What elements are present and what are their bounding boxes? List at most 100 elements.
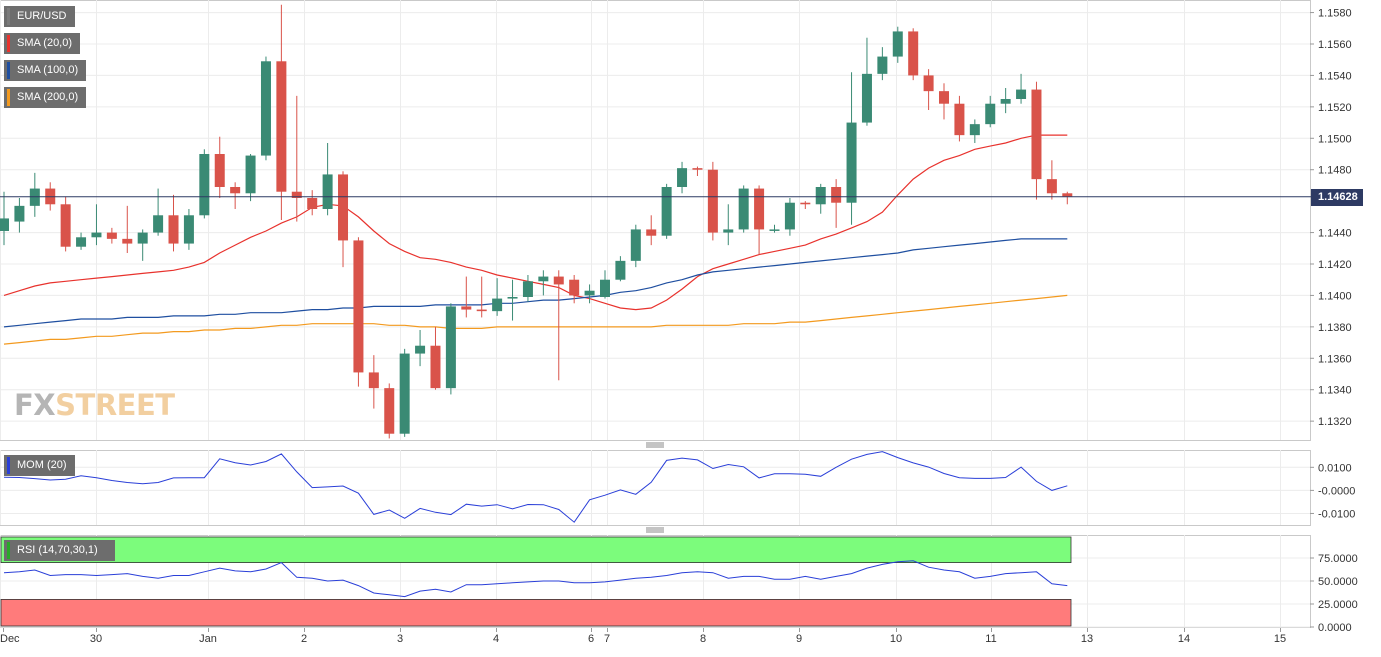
candle-body[interactable]: [260, 61, 271, 156]
candle-body[interactable]: [476, 309, 487, 312]
symbol-swatch: [7, 8, 10, 25]
candle-body[interactable]: [230, 187, 241, 194]
candle-body[interactable]: [923, 75, 934, 92]
candle-body[interactable]: [985, 103, 996, 125]
candle-body[interactable]: [908, 31, 919, 76]
sma200-tag[interactable]: SMA (200,0): [4, 87, 87, 108]
candle-body[interactable]: [615, 260, 626, 280]
candle-body[interactable]: [1062, 193, 1073, 197]
y-tick-label: 1.1320: [1318, 416, 1352, 428]
y-tick-label: 1.1560: [1318, 39, 1352, 51]
price-panel[interactable]: [0, 0, 1311, 441]
rsi-tag[interactable]: RSI (14,70,30,1): [4, 540, 115, 561]
sma100-tag[interactable]: SMA (100,0): [4, 60, 87, 81]
candle-body[interactable]: [939, 91, 950, 104]
candle-body[interactable]: [522, 281, 533, 297]
candle-body[interactable]: [353, 240, 364, 373]
candle-body[interactable]: [599, 279, 610, 297]
candle-body[interactable]: [338, 174, 349, 241]
candle-body[interactable]: [892, 31, 903, 57]
mom-label: MOM (20): [17, 459, 67, 471]
symbol-tag[interactable]: EUR/USD: [4, 6, 75, 27]
candle-body[interactable]: [831, 187, 842, 203]
candle-body[interactable]: [646, 229, 657, 236]
candle-body[interactable]: [738, 188, 749, 230]
candle-body[interactable]: [954, 103, 965, 136]
candle-body[interactable]: [815, 187, 826, 205]
candle-body[interactable]: [106, 232, 117, 239]
candle-body[interactable]: [153, 215, 164, 233]
sma100-swatch: [7, 62, 10, 79]
x-tick-label: 3: [397, 633, 403, 645]
candle-body[interactable]: [399, 353, 410, 434]
candle-body[interactable]: [60, 204, 71, 247]
candle-body[interactable]: [322, 174, 333, 209]
mom-tick-label: 0.0100: [1318, 462, 1352, 474]
candle-body[interactable]: [445, 306, 456, 389]
candle-body[interactable]: [507, 297, 518, 299]
mom-panel[interactable]: [0, 450, 1311, 526]
candle-body[interactable]: [91, 232, 102, 238]
candle-body[interactable]: [754, 188, 765, 230]
candle-body[interactable]: [584, 290, 595, 296]
rsi-oversold-zone: [0, 599, 1072, 627]
candle-body[interactable]: [430, 345, 441, 389]
candle-body[interactable]: [368, 372, 379, 389]
candle-body[interactable]: [861, 73, 872, 123]
candle-body[interactable]: [723, 229, 734, 233]
rsi-label: RSI (14,70,30,1): [17, 544, 98, 556]
y-tick-label: 1.1400: [1318, 290, 1352, 302]
candle-body[interactable]: [76, 237, 87, 247]
candle-body[interactable]: [677, 168, 688, 187]
x-tick-label: Jan: [199, 633, 217, 645]
candle-body[interactable]: [291, 191, 302, 198]
candle-body[interactable]: [877, 56, 888, 74]
candle-body[interactable]: [183, 215, 194, 244]
candle-body[interactable]: [415, 345, 426, 354]
candle-body[interactable]: [122, 238, 133, 244]
candle-body[interactable]: [1016, 89, 1027, 99]
candle-body[interactable]: [969, 124, 980, 136]
candle-body[interactable]: [1031, 89, 1042, 180]
candle-body[interactable]: [384, 388, 395, 434]
sma20-tag[interactable]: SMA (20,0): [4, 33, 81, 54]
rsi-tick-label: 75.0000: [1318, 553, 1358, 565]
sma200-swatch: [7, 89, 10, 106]
candle-body[interactable]: [14, 205, 25, 222]
candle-body[interactable]: [707, 169, 718, 233]
candle-body[interactable]: [784, 202, 795, 230]
mom-tag[interactable]: MOM (20): [4, 455, 75, 476]
candle-body[interactable]: [461, 306, 472, 310]
y-tick-label: 1.1420: [1318, 259, 1352, 271]
sma20-swatch: [7, 35, 10, 52]
mom-tick-label: -0.0100: [1318, 508, 1355, 520]
candle-body[interactable]: [630, 229, 641, 261]
candle-body[interactable]: [168, 215, 179, 244]
candle-body[interactable]: [0, 218, 9, 231]
candle-body[interactable]: [569, 279, 580, 296]
candle-body[interactable]: [245, 155, 256, 194]
candle-body[interactable]: [276, 61, 287, 192]
candle-body[interactable]: [199, 154, 210, 216]
candle-body[interactable]: [307, 198, 318, 209]
candle-body[interactable]: [553, 276, 564, 285]
sma200-label: SMA (200,0): [17, 91, 79, 103]
candle-body[interactable]: [1000, 99, 1011, 104]
candle-body[interactable]: [800, 202, 811, 205]
candle-body[interactable]: [492, 298, 503, 312]
sma-line-1: [3, 134, 1068, 311]
x-tick-label: 10: [890, 633, 902, 645]
candle-body[interactable]: [538, 276, 549, 282]
candle-body[interactable]: [214, 154, 225, 187]
candle-body[interactable]: [769, 229, 780, 231]
rsi-line: [3, 560, 1068, 598]
y-tick-label: 1.1580: [1318, 8, 1352, 20]
candle-body[interactable]: [1046, 179, 1057, 194]
candle-body[interactable]: [137, 232, 148, 244]
candle-body[interactable]: [661, 187, 672, 236]
y-tick-label: 1.1480: [1318, 165, 1352, 177]
candle-body[interactable]: [846, 122, 857, 203]
candle-body[interactable]: [692, 168, 703, 170]
